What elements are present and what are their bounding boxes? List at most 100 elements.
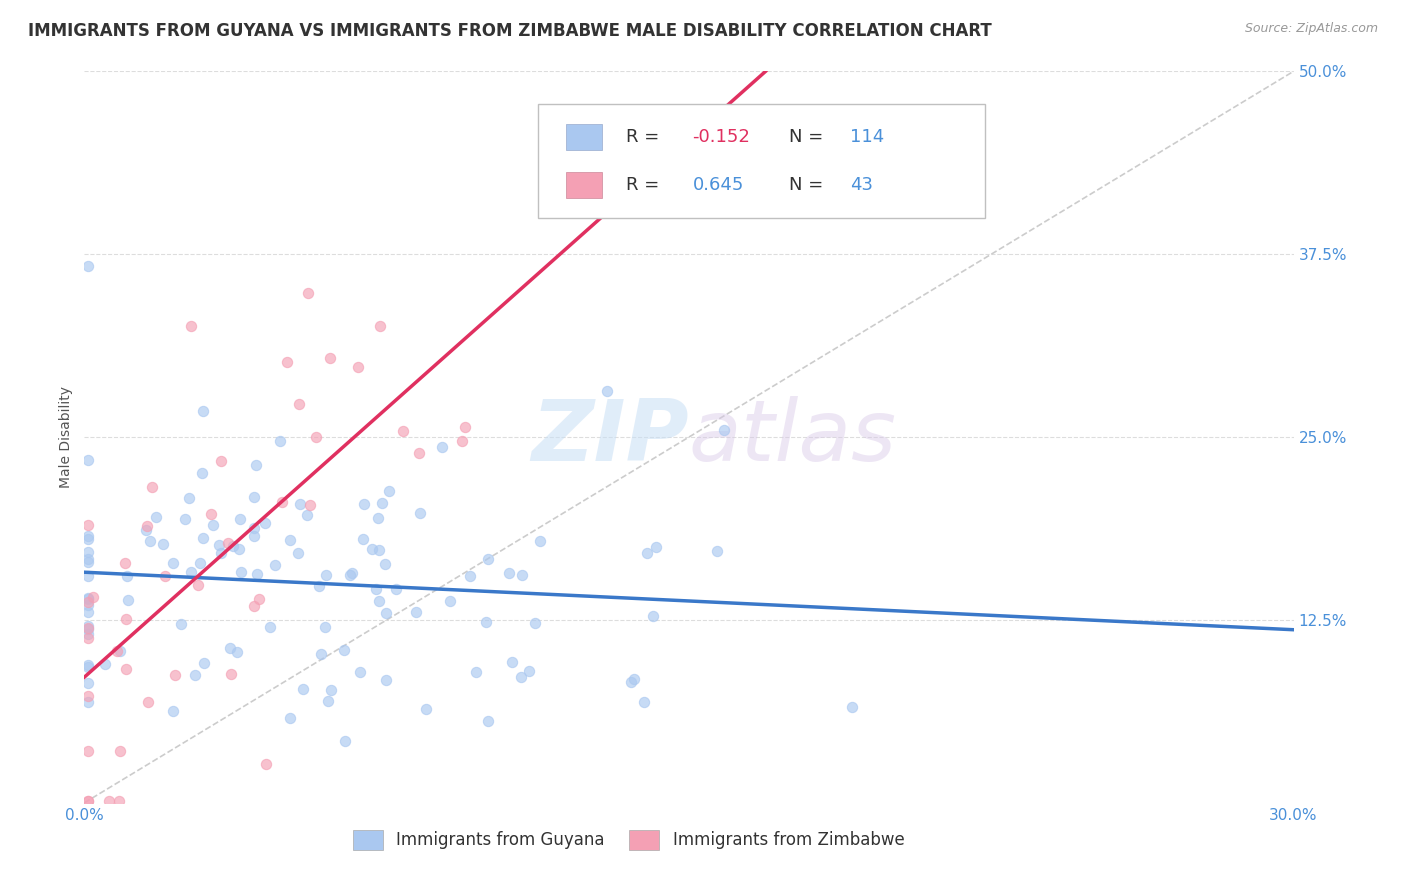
- Point: [523, 615, 546, 630]
- Point: [254, 756, 277, 771]
- Point: [278, 533, 301, 547]
- Point: [77, 794, 100, 808]
- Point: [219, 640, 242, 655]
- Point: [364, 582, 387, 596]
- Point: [292, 681, 315, 696]
- Point: [77, 591, 100, 606]
- Point: [180, 318, 202, 333]
- Point: [391, 425, 413, 439]
- Point: [77, 619, 100, 633]
- Point: [367, 543, 389, 558]
- Point: [451, 434, 474, 448]
- Point: [115, 612, 138, 626]
- Point: [405, 605, 427, 619]
- Point: [430, 440, 453, 454]
- Point: [316, 694, 339, 708]
- Point: [333, 642, 356, 657]
- Point: [367, 511, 389, 525]
- FancyBboxPatch shape: [565, 171, 602, 198]
- Point: [349, 665, 371, 680]
- Point: [217, 535, 239, 549]
- Point: [82, 591, 104, 605]
- Point: [353, 497, 375, 511]
- Point: [108, 744, 131, 758]
- Text: ZIP: ZIP: [531, 395, 689, 479]
- Point: [77, 591, 100, 606]
- Point: [247, 591, 270, 606]
- Point: [276, 355, 298, 369]
- Point: [636, 546, 658, 560]
- Point: [641, 608, 664, 623]
- Point: [713, 423, 735, 437]
- Text: Source: ZipAtlas.com: Source: ZipAtlas.com: [1244, 22, 1378, 36]
- Point: [384, 582, 406, 596]
- Point: [243, 490, 266, 504]
- Point: [841, 699, 863, 714]
- Point: [201, 518, 224, 533]
- Point: [229, 512, 252, 526]
- Point: [352, 533, 374, 547]
- Point: [245, 458, 267, 472]
- Point: [498, 566, 520, 581]
- Point: [269, 434, 291, 448]
- Point: [439, 594, 461, 608]
- FancyBboxPatch shape: [538, 104, 986, 218]
- Point: [288, 497, 311, 511]
- Point: [77, 632, 100, 646]
- Point: [228, 542, 250, 557]
- Point: [77, 622, 100, 636]
- Point: [477, 552, 499, 566]
- Point: [115, 663, 138, 677]
- Legend: Immigrants from Guyana, Immigrants from Zimbabwe: Immigrants from Guyana, Immigrants from …: [346, 823, 911, 856]
- Point: [163, 668, 186, 682]
- Point: [243, 521, 266, 535]
- Point: [222, 539, 245, 553]
- Point: [375, 606, 398, 620]
- Point: [77, 794, 100, 808]
- Point: [342, 566, 364, 581]
- Point: [77, 605, 100, 619]
- Point: [246, 567, 269, 582]
- Point: [475, 615, 498, 629]
- Point: [623, 672, 645, 686]
- Point: [77, 551, 100, 566]
- Text: 114: 114: [849, 128, 884, 146]
- Point: [184, 668, 207, 682]
- Point: [77, 518, 100, 533]
- Point: [77, 598, 100, 612]
- Point: [375, 673, 398, 688]
- Point: [243, 529, 266, 543]
- Point: [145, 510, 167, 524]
- Point: [77, 675, 100, 690]
- Point: [77, 595, 100, 609]
- Point: [226, 645, 249, 659]
- Point: [529, 534, 551, 549]
- Point: [117, 592, 139, 607]
- Point: [77, 532, 100, 546]
- Point: [170, 616, 193, 631]
- Point: [188, 556, 211, 570]
- Point: [94, 657, 117, 671]
- Text: 43: 43: [849, 176, 873, 194]
- Point: [191, 404, 214, 418]
- Point: [465, 665, 488, 680]
- Point: [153, 569, 176, 583]
- Text: 0.645: 0.645: [693, 176, 744, 194]
- Point: [633, 695, 655, 709]
- Point: [243, 599, 266, 614]
- Point: [174, 512, 197, 526]
- Point: [314, 620, 336, 634]
- Point: [409, 506, 432, 520]
- Point: [200, 508, 222, 522]
- Point: [208, 538, 231, 552]
- Point: [77, 660, 100, 674]
- Point: [509, 670, 531, 684]
- Point: [253, 516, 276, 530]
- Point: [180, 565, 202, 579]
- Point: [501, 655, 523, 669]
- Point: [305, 430, 328, 444]
- Point: [278, 711, 301, 725]
- Point: [77, 453, 100, 467]
- Point: [517, 664, 540, 678]
- Point: [378, 484, 401, 499]
